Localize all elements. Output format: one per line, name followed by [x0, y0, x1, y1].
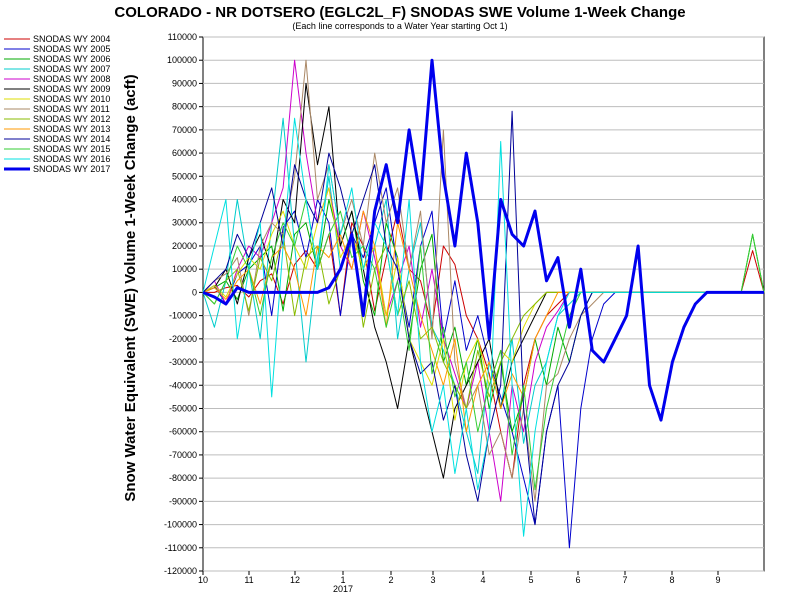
series-line-snodas-wy-2016: [202, 117, 764, 537]
x-tick-label: 8: [669, 575, 674, 585]
x-tick-label: 5: [528, 575, 533, 585]
y-tick-label: 0: [192, 287, 197, 297]
x-tick-label: 10: [198, 575, 208, 585]
plot-frame: [202, 36, 765, 572]
y-tick-label: 40000: [172, 195, 197, 205]
x-tick-label: 9: [715, 575, 720, 585]
x-tick-label: 7: [622, 575, 627, 585]
y-tick-label: -70000: [169, 450, 197, 460]
legend-label: SNODAS WY 2012: [33, 114, 110, 124]
series-group: [202, 58, 765, 549]
y-tick-label: 50000: [172, 171, 197, 181]
y-tick-label: 70000: [172, 125, 197, 135]
legend-label: SNODAS WY 2006: [33, 54, 110, 64]
grid: [199, 36, 764, 572]
series-line-snodas-wy-2017: [202, 58, 764, 422]
y-tick-label: -40000: [169, 380, 197, 390]
x-tick-label: 2: [388, 575, 393, 585]
y-tick-labels: 1100001000009000080000700006000050000400…: [164, 32, 197, 576]
legend-label: SNODAS WY 2017: [33, 164, 110, 174]
y-tick-label: -50000: [169, 403, 197, 413]
y-tick-label: 30000: [172, 218, 197, 228]
x-tick-label: 6: [575, 575, 580, 585]
y-tick-label: 20000: [172, 241, 197, 251]
legend-label: SNODAS WY 2010: [33, 94, 110, 104]
x-year-label: 2017: [333, 584, 353, 594]
legend-label: SNODAS WY 2014: [33, 134, 110, 144]
legend-label: SNODAS WY 2013: [33, 124, 110, 134]
legend-label: SNODAS WY 2016: [33, 154, 110, 164]
chart-title: COLORADO - NR DOTSERO (EGLC2L_F) SNODAS …: [114, 4, 685, 21]
chart-subtitle: (Each line corresponds to a Water Year s…: [292, 21, 507, 31]
y-tick-label: -90000: [169, 496, 197, 506]
x-tick-label: 3: [430, 575, 435, 585]
legend-label: SNODAS WY 2011: [33, 104, 110, 114]
legend-label: SNODAS WY 2009: [33, 84, 110, 94]
x-tick-label: 4: [480, 575, 485, 585]
y-tick-label: -10000: [169, 311, 197, 321]
y-tick-label: -20000: [169, 334, 197, 344]
legend-label: SNODAS WY 2004: [33, 34, 110, 44]
y-tick-label: -60000: [169, 427, 197, 437]
y-tick-label: -100000: [164, 520, 197, 530]
y-tick-label: 90000: [172, 78, 197, 88]
x-tick-label: 1: [340, 575, 345, 585]
y-tick-label: 110000: [168, 32, 197, 42]
x-tick-labels: 10 11 12 1 2 3 4 5 6 7 8 9: [198, 571, 721, 585]
y-tick-label: -110000: [165, 543, 197, 553]
x-tick-label: 11: [244, 575, 253, 585]
y-tick-label: 100000: [167, 55, 197, 65]
y-tick-label: -120000: [164, 566, 197, 576]
y-tick-label: 80000: [172, 102, 197, 112]
x-tick-label: 12: [290, 575, 300, 585]
y-tick-label: 10000: [172, 264, 197, 274]
y-axis-label: Snow Water Equivalent (SWE) Volume 1-Wee…: [122, 74, 139, 501]
legend-label: SNODAS WY 2005: [33, 44, 110, 54]
y-tick-label: 60000: [172, 148, 197, 158]
legend-label: SNODAS WY 2008: [33, 74, 110, 84]
y-tick-label: -80000: [169, 473, 197, 483]
legend-label: SNODAS WY 2007: [33, 64, 110, 74]
plot-area: [202, 36, 765, 572]
legend-label: SNODAS WY 2015: [33, 144, 110, 154]
y-tick-label: -30000: [169, 357, 197, 367]
